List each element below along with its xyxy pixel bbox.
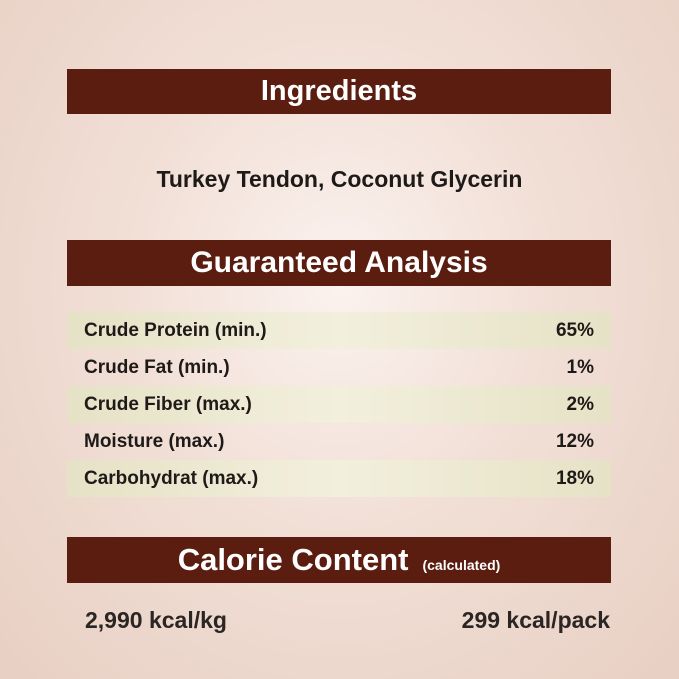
row-value: 65% xyxy=(555,319,594,341)
analysis-row: Carbohydrat (max.) 18% xyxy=(67,460,611,497)
row-value: 1% xyxy=(566,356,594,378)
calorie-header: Calorie Content (calculated) xyxy=(67,537,611,583)
row-label: Crude Protein (min.) xyxy=(84,319,267,341)
row-label: Crude Fiber (max.) xyxy=(84,393,252,415)
analysis-row: Crude Protein (min.) 65% xyxy=(67,312,611,349)
ingredients-header: Ingredients xyxy=(67,69,611,114)
ingredients-title: Ingredients xyxy=(260,75,418,107)
analysis-header: Guaranteed Analysis xyxy=(67,240,611,286)
row-label: Moisture (max.) xyxy=(84,430,225,452)
calorie-per-kg: 2,990 kcal/kg xyxy=(85,607,227,633)
row-label: Carbohydrat (max.) xyxy=(84,467,259,489)
analysis-row: Crude Fiber (max.) 2% xyxy=(67,386,611,423)
row-value: 12% xyxy=(555,430,594,452)
row-value: 2% xyxy=(566,393,594,415)
row-label: Crude Fat (min.) xyxy=(84,356,230,378)
analysis-row: Crude Fat (min.) 1% xyxy=(67,349,611,386)
analysis-title: Guaranteed Analysis xyxy=(190,246,488,279)
calorie-note: (calculated) xyxy=(422,557,501,573)
calorie-title: Calorie Content xyxy=(177,542,409,577)
analysis-row: Moisture (max.) 12% xyxy=(67,423,611,460)
row-value: 18% xyxy=(555,467,594,489)
ingredients-text: Turkey Tendon, Coconut Glycerin xyxy=(156,166,523,192)
calorie-per-pack: 299 kcal/pack xyxy=(461,607,610,633)
